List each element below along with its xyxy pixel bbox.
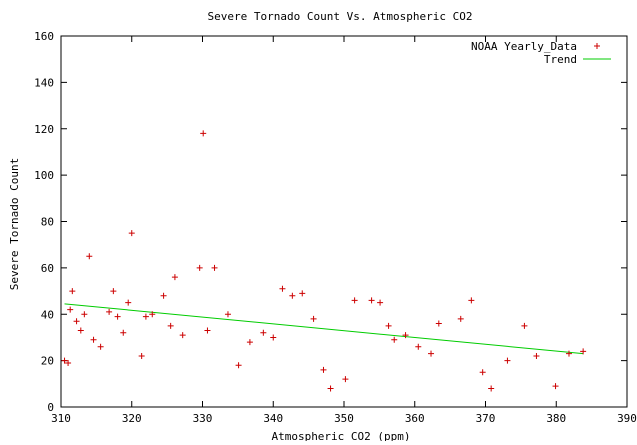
data-point	[368, 297, 375, 304]
y-tick-label: 60	[41, 262, 54, 275]
data-point	[457, 315, 464, 322]
x-tick-label: 390	[617, 412, 637, 425]
data-point	[310, 315, 317, 322]
data-point	[138, 352, 145, 359]
data-point	[106, 308, 113, 315]
data-point	[69, 288, 76, 295]
x-tick-label: 380	[546, 412, 566, 425]
data-point	[160, 292, 167, 299]
y-tick-label: 0	[47, 401, 54, 414]
y-tick-label: 120	[34, 123, 54, 136]
x-axis-label: Atmospheric CO2 (ppm)	[271, 430, 410, 441]
data-point	[120, 329, 127, 336]
y-axis-label: Severe Tornado Count	[8, 158, 21, 290]
data-point	[67, 306, 74, 313]
y-tick-label: 100	[34, 169, 54, 182]
x-tick-label: 360	[405, 412, 425, 425]
y-tick-label: 20	[41, 355, 54, 368]
data-point	[479, 369, 486, 376]
data-point	[260, 329, 267, 336]
data-point	[289, 292, 296, 299]
data-point	[97, 343, 104, 350]
data-point	[415, 343, 422, 350]
data-point	[385, 322, 392, 329]
data-point	[552, 383, 559, 390]
legend-marker-noaa-yearly-data	[594, 43, 600, 49]
data-point	[114, 313, 121, 320]
x-tick-label: 350	[334, 412, 354, 425]
data-point	[167, 322, 174, 329]
data-point	[504, 357, 511, 364]
data-point	[468, 297, 475, 304]
data-point	[86, 253, 93, 260]
data-point	[235, 362, 242, 369]
data-point	[224, 311, 231, 318]
data-point	[125, 299, 132, 306]
data-point	[565, 350, 572, 357]
y-tick-label: 40	[41, 308, 54, 321]
data-point	[128, 230, 135, 237]
data-point	[77, 327, 84, 334]
data-point	[196, 264, 203, 271]
data-point	[320, 366, 327, 373]
data-point	[391, 336, 398, 343]
data-point	[142, 313, 149, 320]
y-tick-label: 140	[34, 76, 54, 89]
axis-ticks: 310 320 330 340 350 360 370 380 390 0 20 40 60 80 100 1…	[34, 30, 637, 425]
data-point	[342, 376, 349, 383]
x-tick-label: 320	[122, 412, 142, 425]
data-point	[171, 274, 178, 281]
data-point	[270, 334, 277, 341]
data-point	[351, 297, 358, 304]
trend-line	[64, 303, 584, 355]
legend-label-noaa-yearly-data: NOAA Yearly_Data	[471, 40, 577, 53]
data-point	[200, 130, 207, 137]
x-tick-label: 310	[51, 412, 71, 425]
data-point	[110, 288, 117, 295]
chart-title: Severe Tornado Count Vs. Atmospheric CO2	[208, 10, 473, 23]
data-point	[179, 332, 186, 339]
x-tick-label: 340	[263, 412, 283, 425]
data-point	[65, 359, 72, 366]
data-point	[580, 348, 587, 355]
data-point	[435, 320, 442, 327]
x-tick-label: 330	[193, 412, 213, 425]
legend-label-trend: Trend	[544, 53, 577, 66]
data-point	[299, 290, 306, 297]
data-point	[211, 264, 218, 271]
data-point	[533, 352, 540, 359]
x-tick-label: 370	[476, 412, 496, 425]
data-point	[279, 285, 286, 292]
plot-frame	[60, 35, 628, 408]
data-point	[149, 311, 156, 318]
scatter-series	[61, 130, 587, 392]
data-point	[521, 322, 528, 329]
data-point	[402, 332, 409, 339]
legend: NOAA Yearly_Data Trend	[471, 40, 611, 66]
data-point	[73, 318, 80, 325]
y-tick-label: 80	[41, 216, 54, 229]
data-point	[428, 350, 435, 357]
trend-series	[64, 303, 584, 355]
data-point	[81, 311, 88, 318]
data-point	[327, 385, 334, 392]
data-point	[204, 327, 211, 334]
data-point	[488, 385, 495, 392]
data-point	[377, 299, 384, 306]
axes	[60, 35, 628, 408]
data-point	[90, 336, 97, 343]
data-point	[246, 339, 253, 346]
data-point	[61, 357, 68, 364]
y-tick-label: 160	[34, 30, 54, 43]
